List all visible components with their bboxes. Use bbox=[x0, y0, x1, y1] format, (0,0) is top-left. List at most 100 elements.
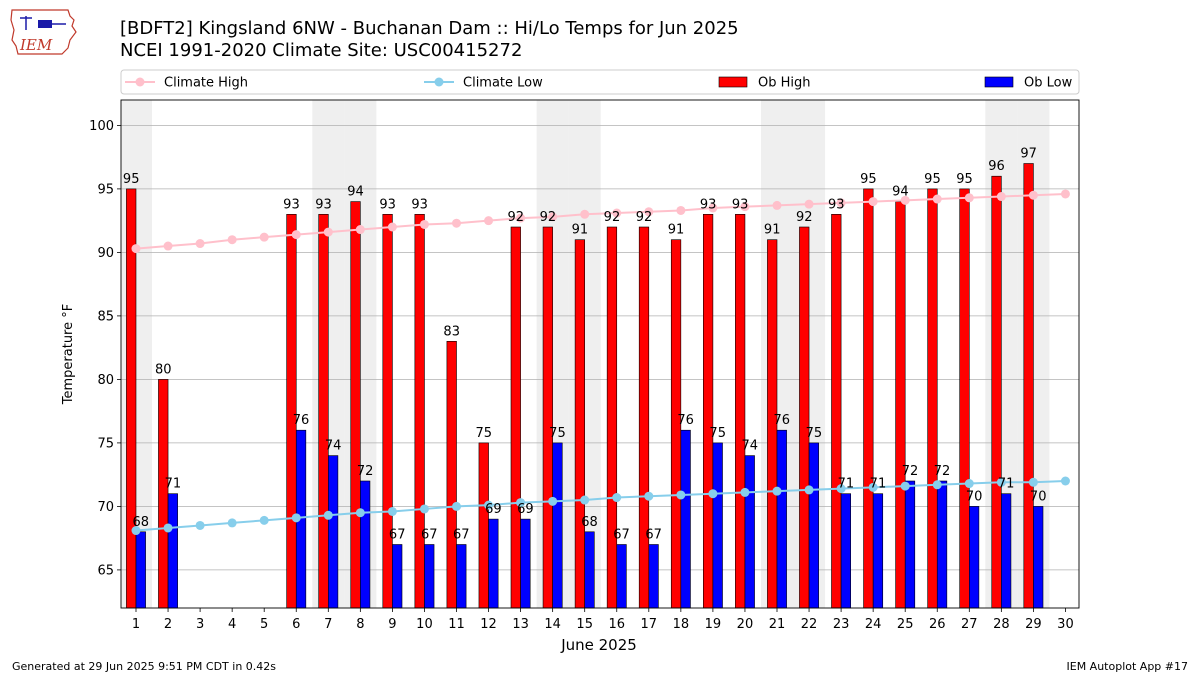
x-tick-label: 14 bbox=[544, 617, 561, 632]
ob-high-bar bbox=[831, 214, 842, 609]
ob-high-label: 93 bbox=[315, 197, 332, 212]
climate-high-point bbox=[996, 192, 1006, 202]
ob-high-label: 92 bbox=[604, 210, 621, 225]
ob-high-label: 94 bbox=[347, 185, 364, 200]
climate-high-point bbox=[131, 244, 141, 254]
x-tick-label: 8 bbox=[356, 617, 364, 632]
climate-low-point bbox=[419, 504, 429, 514]
climate-high-point bbox=[900, 195, 910, 205]
climate-high-point bbox=[836, 198, 846, 208]
climate-high-point bbox=[516, 213, 526, 223]
ob-high-label: 92 bbox=[508, 210, 525, 225]
climate-low-point bbox=[1060, 476, 1070, 486]
ob-high-label: 93 bbox=[732, 197, 749, 212]
ob-high-bar bbox=[510, 226, 521, 609]
climate-low-point bbox=[323, 510, 333, 520]
y-tick-label: 100 bbox=[89, 119, 114, 134]
ob-low-label: 67 bbox=[389, 528, 406, 543]
climate-low-point bbox=[932, 480, 942, 490]
ob-high-bar bbox=[895, 201, 906, 609]
ob-low-label: 69 bbox=[517, 502, 534, 517]
legend: Climate High Climate Low Ob High Ob Low bbox=[120, 69, 1080, 95]
x-tick-label: 1 bbox=[132, 617, 140, 632]
ob-high-bar bbox=[350, 201, 361, 609]
climate-high-point bbox=[387, 222, 397, 232]
climate-low-line bbox=[135, 480, 1066, 532]
climate-high-point bbox=[676, 205, 686, 215]
ob-high-label: 91 bbox=[764, 223, 781, 238]
ob-low-label: 72 bbox=[357, 464, 374, 479]
y-tick-label: 95 bbox=[97, 182, 114, 197]
x-axis-label: June 2025 bbox=[560, 636, 637, 654]
climate-low-point bbox=[804, 485, 814, 495]
climate-high-point bbox=[452, 218, 461, 228]
ob-low-label: 67 bbox=[613, 528, 630, 543]
ob-high-bar bbox=[799, 226, 810, 609]
climate-low-point bbox=[612, 493, 622, 503]
climate-low-point bbox=[355, 508, 365, 518]
ob-low-bar bbox=[584, 531, 595, 609]
x-tick-label: 19 bbox=[705, 617, 722, 632]
x-tick-label: 5 bbox=[260, 617, 268, 632]
climate-low-point bbox=[772, 486, 782, 496]
ob-low-label: 71 bbox=[165, 477, 182, 492]
climate-high-point bbox=[291, 230, 301, 240]
ob-low-label: 76 bbox=[774, 413, 791, 428]
ob-low-label: 72 bbox=[902, 464, 919, 479]
ob-low-bar bbox=[167, 493, 178, 609]
climate-lines bbox=[131, 189, 1070, 536]
ob-low-bar bbox=[552, 442, 563, 609]
ob-high-bar bbox=[863, 188, 874, 609]
ob-high-bar bbox=[735, 214, 746, 609]
climate-low-point bbox=[195, 520, 205, 530]
ob-high-bar bbox=[606, 226, 618, 609]
climate-high-point bbox=[355, 225, 365, 235]
ob-low-bar bbox=[424, 544, 435, 609]
y-tick-label: 65 bbox=[97, 563, 114, 578]
climate-high-point bbox=[1060, 189, 1070, 199]
x-tick-label: 4 bbox=[228, 617, 236, 632]
x-tick-label: 7 bbox=[324, 617, 332, 632]
x-tick-label: 12 bbox=[480, 617, 497, 632]
ob-high-label: 93 bbox=[283, 197, 300, 212]
ob-low-label: 69 bbox=[485, 502, 502, 517]
ob-low-label: 75 bbox=[709, 426, 726, 441]
chart-title: [BDFT2] Kingsland 6NW - Buchanan Dam :: … bbox=[120, 18, 739, 39]
climate-low-point bbox=[291, 513, 301, 523]
climate-high-line bbox=[135, 192, 1066, 250]
ob-low-bar bbox=[327, 455, 339, 609]
ob-low-label: 76 bbox=[293, 413, 310, 428]
bar-labels: 95 68 80 71 93 76 93 74 94 72 93 67 93 67 83 67 75 69 92 69… bbox=[123, 147, 1047, 543]
climate-low-point bbox=[259, 515, 269, 525]
ob-high-label: 93 bbox=[828, 197, 845, 212]
x-tick-label: 25 bbox=[897, 617, 914, 632]
logo-text: IEM bbox=[19, 36, 53, 54]
ob-high-label: 91 bbox=[572, 223, 589, 238]
ob-high-bar bbox=[991, 175, 1002, 609]
climate-high-point bbox=[932, 194, 942, 204]
ob-low-bar bbox=[680, 429, 691, 609]
climate-low-point bbox=[1028, 477, 1038, 487]
y-tick-label: 75 bbox=[97, 436, 114, 451]
ob-low-bar bbox=[488, 518, 499, 609]
climate-high-point bbox=[772, 200, 782, 210]
climate-high-point bbox=[548, 212, 558, 222]
legend-label: Ob Low bbox=[1024, 76, 1073, 91]
ob-low-bar bbox=[840, 493, 851, 609]
climate-high-point bbox=[612, 208, 622, 218]
climate-low-point bbox=[900, 481, 910, 491]
ob-low-bar bbox=[648, 544, 659, 609]
app-label: IEM Autoplot App #17 bbox=[1066, 660, 1189, 673]
climate-high-point bbox=[227, 235, 237, 245]
ob-high-label: 92 bbox=[540, 210, 557, 225]
ob-low-label: 74 bbox=[741, 439, 758, 454]
x-tick-label: 21 bbox=[769, 617, 786, 632]
x-tick-label: 22 bbox=[801, 617, 818, 632]
ob-high-label: 95 bbox=[860, 172, 877, 187]
ob-high-label: 93 bbox=[379, 197, 396, 212]
ob-low-bar bbox=[616, 544, 627, 609]
ob-low-bar bbox=[1001, 493, 1012, 609]
ob-high-label: 97 bbox=[1020, 147, 1037, 162]
x-tick-label: 28 bbox=[993, 617, 1010, 632]
climate-low-point bbox=[131, 526, 141, 536]
